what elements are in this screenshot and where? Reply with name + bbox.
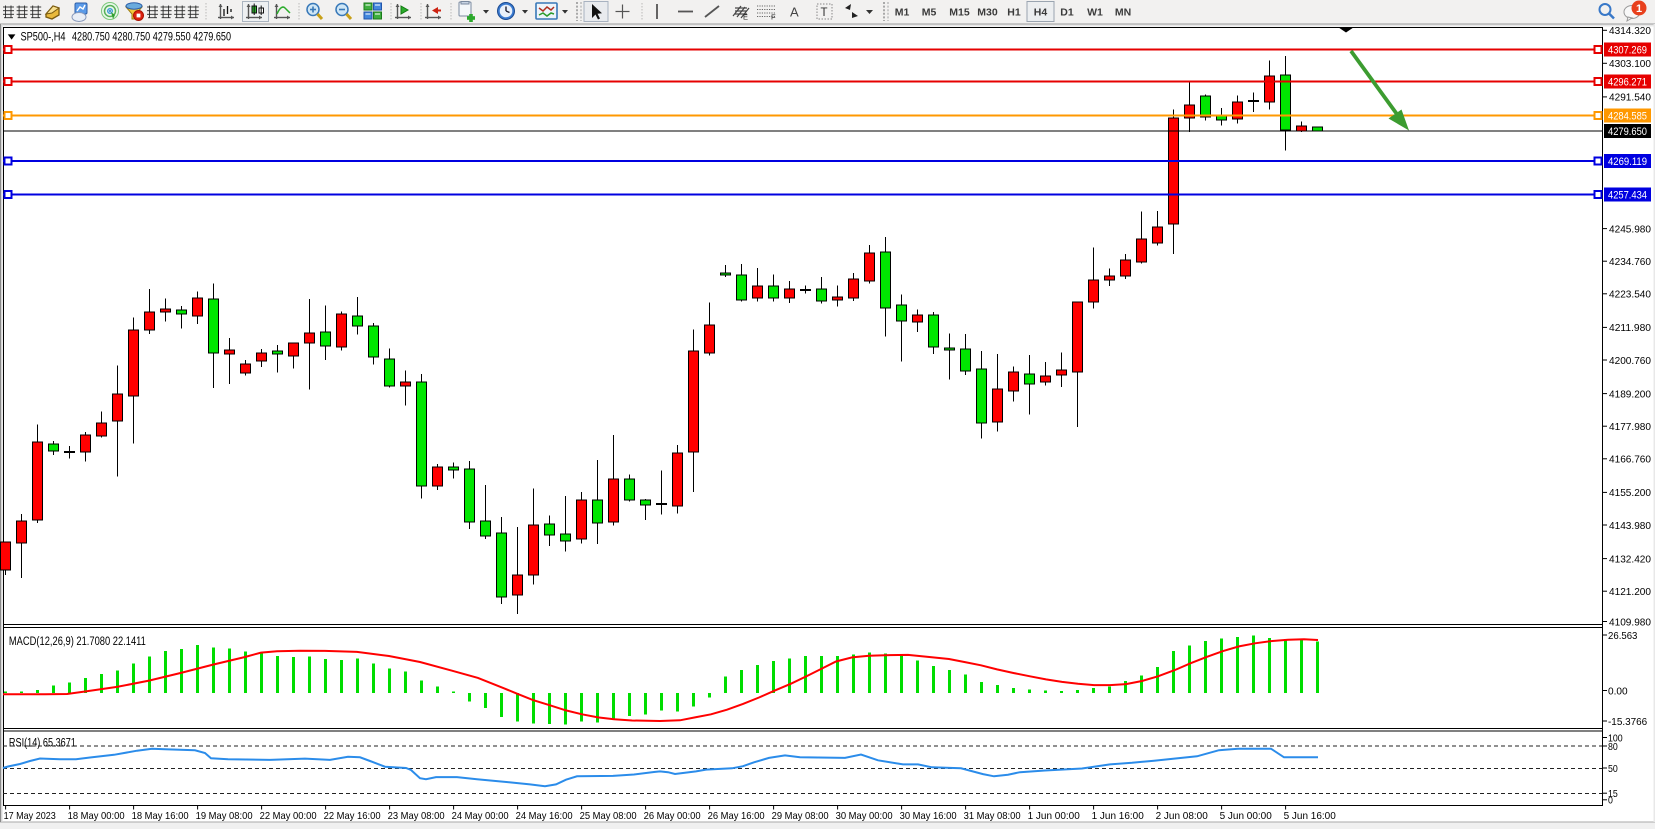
svg-text:M30: M30 xyxy=(977,7,998,19)
svg-text:4269.119: 4269.119 xyxy=(1608,156,1647,168)
svg-text:15: 15 xyxy=(1608,788,1618,800)
svg-text:24 May 00:00: 24 May 00:00 xyxy=(452,810,509,822)
svg-text:F: F xyxy=(771,13,776,22)
svg-text:0.00: 0.00 xyxy=(1608,685,1628,697)
svg-text:4200.760: 4200.760 xyxy=(1609,355,1651,367)
svg-text:1: 1 xyxy=(1636,3,1642,15)
svg-text:4314.320: 4314.320 xyxy=(1609,25,1651,37)
svg-text:29 May 08:00: 29 May 08:00 xyxy=(772,810,829,822)
svg-text:31 May 08:00: 31 May 08:00 xyxy=(964,810,1021,822)
svg-text:T: T xyxy=(821,7,828,19)
svg-text:4307.269: 4307.269 xyxy=(1608,45,1647,57)
svg-text:4155.200: 4155.200 xyxy=(1609,487,1651,499)
svg-text:4257.434: 4257.434 xyxy=(1608,190,1647,202)
svg-text:0: 0 xyxy=(1608,795,1613,807)
svg-text:4245.980: 4245.980 xyxy=(1609,223,1651,235)
svg-text:SP500-,H4: SP500-,H4 xyxy=(21,30,66,44)
svg-text:M5: M5 xyxy=(922,7,937,19)
svg-text:4177.980: 4177.980 xyxy=(1609,421,1651,433)
svg-text:30 May 16:00: 30 May 16:00 xyxy=(900,810,957,822)
svg-text:4109.980: 4109.980 xyxy=(1609,616,1651,628)
svg-text:4234.760: 4234.760 xyxy=(1609,256,1651,268)
svg-text:4166.760: 4166.760 xyxy=(1609,454,1651,466)
svg-text:M15: M15 xyxy=(949,7,970,19)
svg-text:23 May 08:00: 23 May 08:00 xyxy=(388,810,445,822)
svg-text:4303.100: 4303.100 xyxy=(1609,58,1651,70)
svg-text:4132.420: 4132.420 xyxy=(1609,553,1651,565)
svg-text:D1: D1 xyxy=(1060,7,1074,19)
svg-text:W1: W1 xyxy=(1087,7,1103,19)
svg-text:4211.980: 4211.980 xyxy=(1609,322,1651,334)
svg-text:22 May 00:00: 22 May 00:00 xyxy=(260,810,317,822)
svg-text:4223.540: 4223.540 xyxy=(1609,289,1651,301)
svg-text:1 Jun 00:00: 1 Jun 00:00 xyxy=(1028,810,1080,822)
svg-text:E: E xyxy=(743,13,748,22)
svg-text:2 Jun 08:00: 2 Jun 08:00 xyxy=(1156,810,1208,822)
svg-text:-15.3766: -15.3766 xyxy=(1608,716,1647,728)
svg-text:RSI(14) 65.3671: RSI(14) 65.3671 xyxy=(9,738,76,750)
svg-text:100: 100 xyxy=(1608,732,1623,744)
svg-text:26.563: 26.563 xyxy=(1608,630,1638,642)
svg-text:18 May 00:00: 18 May 00:00 xyxy=(68,810,125,822)
svg-text:4189.200: 4189.200 xyxy=(1609,388,1651,400)
svg-text:50: 50 xyxy=(1608,763,1618,775)
svg-text:25 May 08:00: 25 May 08:00 xyxy=(580,810,637,822)
svg-text:H4: H4 xyxy=(1034,7,1048,19)
svg-text:MN: MN xyxy=(1115,7,1131,19)
svg-text:80: 80 xyxy=(1608,741,1618,753)
svg-text:4279.650: 4279.650 xyxy=(1608,126,1647,138)
svg-text:4291.540: 4291.540 xyxy=(1609,92,1651,104)
svg-text:4284.585: 4284.585 xyxy=(1608,111,1647,123)
svg-text:24 May 16:00: 24 May 16:00 xyxy=(516,810,573,822)
svg-text:26 May 16:00: 26 May 16:00 xyxy=(708,810,765,822)
svg-text:19 May 08:00: 19 May 08:00 xyxy=(196,810,253,822)
svg-text:22 May 16:00: 22 May 16:00 xyxy=(324,810,381,822)
svg-text:4296.271: 4296.271 xyxy=(1608,77,1647,89)
svg-text:18 May 16:00: 18 May 16:00 xyxy=(132,810,189,822)
svg-text:A: A xyxy=(790,5,799,20)
svg-text:4280.750 4280.750 4279.550 427: 4280.750 4280.750 4279.550 4279.650 xyxy=(72,30,231,44)
svg-text:MACD(12,26,9) 21.7080 22.1411: MACD(12,26,9) 21.7080 22.1411 xyxy=(9,636,146,648)
svg-text:1 Jun 16:00: 1 Jun 16:00 xyxy=(1092,810,1144,822)
svg-text:17 May 2023: 17 May 2023 xyxy=(4,810,56,822)
svg-text:H1: H1 xyxy=(1007,7,1021,19)
svg-text:4143.980: 4143.980 xyxy=(1609,520,1651,532)
svg-text:30 May 00:00: 30 May 00:00 xyxy=(836,810,893,822)
svg-text:5 Jun 00:00: 5 Jun 00:00 xyxy=(1220,810,1272,822)
svg-text:5 Jun 16:00: 5 Jun 16:00 xyxy=(1284,810,1336,822)
svg-text:M1: M1 xyxy=(895,7,910,19)
svg-text:4121.200: 4121.200 xyxy=(1609,586,1651,598)
svg-text:26 May 00:00: 26 May 00:00 xyxy=(644,810,701,822)
